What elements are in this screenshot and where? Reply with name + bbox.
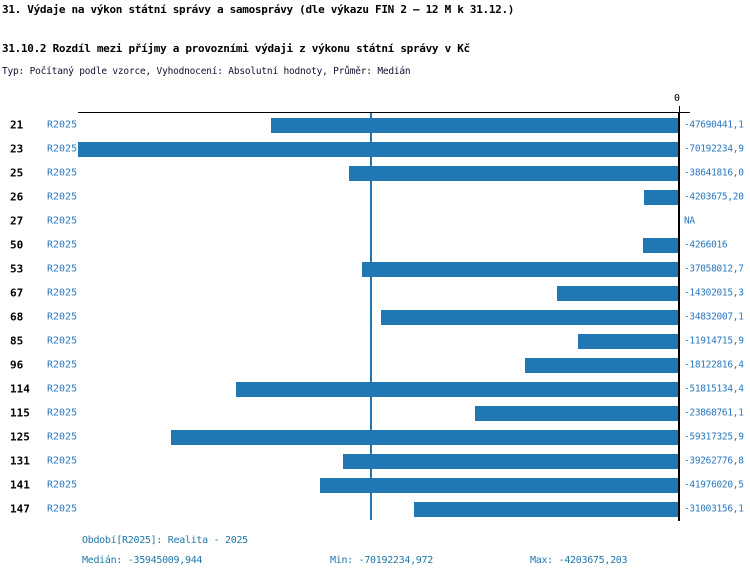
category-label: 26	[10, 190, 24, 204]
chart-row-125: 125 R2025 -59317325,9	[0, 425, 750, 449]
category-label: 141	[10, 478, 30, 492]
value-label: -38641816,0	[684, 167, 744, 179]
bar-21[interactable]	[271, 117, 680, 133]
bar-125[interactable]	[171, 429, 680, 445]
category-label: 23	[10, 142, 24, 156]
series-label: R2025	[47, 167, 78, 179]
chart-row-50: 50 R2025 -4266016	[0, 233, 750, 257]
chart-row-131: 131 R2025 -39262776,8	[0, 449, 750, 473]
category-label: 27	[10, 214, 24, 228]
footer-min-value: Min: -70192234,972	[330, 555, 433, 566]
series-label: R2025	[47, 311, 78, 323]
value-label: -34832007,1	[684, 311, 744, 323]
chart-row-68: 68 R2025 -34832007,1	[0, 305, 750, 329]
bar-25[interactable]	[348, 165, 680, 181]
category-label: 50	[10, 238, 24, 252]
series-label: R2025	[47, 215, 78, 227]
bar-50[interactable]	[643, 237, 680, 253]
series-label: R2025	[47, 503, 78, 515]
footer-max-value: Max: -4203675,203	[530, 555, 628, 566]
category-label: 125	[10, 430, 30, 444]
value-label: -37058012,7	[684, 263, 744, 275]
series-label: R2025	[47, 335, 78, 347]
value-label: -23868761,1	[684, 407, 744, 419]
series-label: R2025	[47, 191, 78, 203]
value-label: -70192234,9	[684, 143, 744, 155]
value-label: -41976020,5	[684, 479, 744, 491]
category-label: 21	[10, 118, 24, 132]
chart-row-85: 85 R2025 -11914715,9	[0, 329, 750, 353]
bar-85[interactable]	[577, 333, 680, 349]
zero-axis-label: 0	[674, 93, 681, 104]
chart-row-96: 96 R2025 -18122816,4	[0, 353, 750, 377]
footer-period-info: Období[R2025]: Realita - 2025	[82, 535, 248, 546]
chart-row-53: 53 R2025 -37058012,7	[0, 257, 750, 281]
value-label: -11914715,9	[684, 335, 744, 347]
chart-row-21: 21 R2025 -47690441,1	[0, 113, 750, 137]
chart-subtitle: 31.10.2 Rozdíl mezi příjmy a provozními …	[2, 42, 470, 55]
category-label: 68	[10, 310, 24, 324]
series-label: R2025	[47, 287, 78, 299]
series-label: R2025	[47, 263, 78, 275]
footer-median-value: Medián: -35945009,944	[82, 555, 203, 566]
category-label: 85	[10, 334, 24, 348]
chart-row-25: 25 R2025 -38641816,0	[0, 161, 750, 185]
category-label: 25	[10, 166, 24, 180]
bar-114[interactable]	[235, 381, 680, 397]
value-label: NA	[684, 215, 695, 227]
chart-row-141: 141 R2025 -41976020,5	[0, 473, 750, 497]
bar-147[interactable]	[414, 501, 680, 517]
category-label: 96	[10, 358, 24, 372]
bar-23[interactable]	[78, 141, 680, 157]
chart-row-26: 26 R2025 -4203675,20	[0, 185, 750, 209]
series-label: R2025	[47, 239, 78, 251]
category-label: 147	[10, 502, 30, 516]
top-axis-line	[78, 112, 690, 113]
value-label: -4203675,20	[684, 191, 744, 203]
bar-26[interactable]	[643, 189, 680, 205]
value-label: -51815134,4	[684, 383, 744, 395]
value-label: -4266016	[684, 239, 728, 251]
series-label: R2025	[47, 431, 78, 443]
chart-row-114: 114 R2025 -51815134,4	[0, 377, 750, 401]
bar-67[interactable]	[557, 285, 680, 301]
chart-row-23: 23 R2025 -70192234,9	[0, 137, 750, 161]
value-label: -59317325,9	[684, 431, 744, 443]
category-label: 115	[10, 406, 30, 420]
bar-68[interactable]	[381, 309, 680, 325]
chart-meta-line: Typ: Počítaný podle vzorce, Vyhodnocení:…	[2, 66, 411, 77]
value-label: -39262776,8	[684, 455, 744, 467]
value-label: -47690441,1	[684, 119, 744, 131]
value-label: -14302015,3	[684, 287, 744, 299]
series-label: R2025	[47, 359, 78, 371]
chart-row-147: 147 R2025 -31003156,1	[0, 497, 750, 521]
chart-row-27: 27 R2025 NA	[0, 209, 750, 233]
bar-131[interactable]	[343, 453, 680, 469]
value-label: -31003156,1	[684, 503, 744, 515]
bar-115[interactable]	[475, 405, 680, 421]
zero-tick-mark	[679, 106, 680, 112]
series-label: R2025	[47, 119, 78, 131]
category-label: 114	[10, 382, 30, 396]
zero-axis-line	[678, 113, 680, 521]
bar-96[interactable]	[524, 357, 680, 373]
category-label: 53	[10, 262, 24, 276]
value-label: -18122816,4	[684, 359, 744, 371]
chart-row-67: 67 R2025 -14302015,3	[0, 281, 750, 305]
series-label: R2025	[47, 479, 78, 491]
median-line	[370, 113, 372, 520]
bar-53[interactable]	[362, 261, 680, 277]
category-label: 131	[10, 454, 30, 468]
category-label: 67	[10, 286, 24, 300]
chart-row-115: 115 R2025 -23868761,1	[0, 401, 750, 425]
series-label: R2025	[47, 455, 78, 467]
series-label: R2025	[47, 143, 78, 155]
report-title: 31. Výdaje na výkon státní správy a samo…	[2, 3, 515, 16]
series-label: R2025	[47, 383, 78, 395]
bar-141[interactable]	[320, 477, 680, 493]
series-label: R2025	[47, 407, 78, 419]
